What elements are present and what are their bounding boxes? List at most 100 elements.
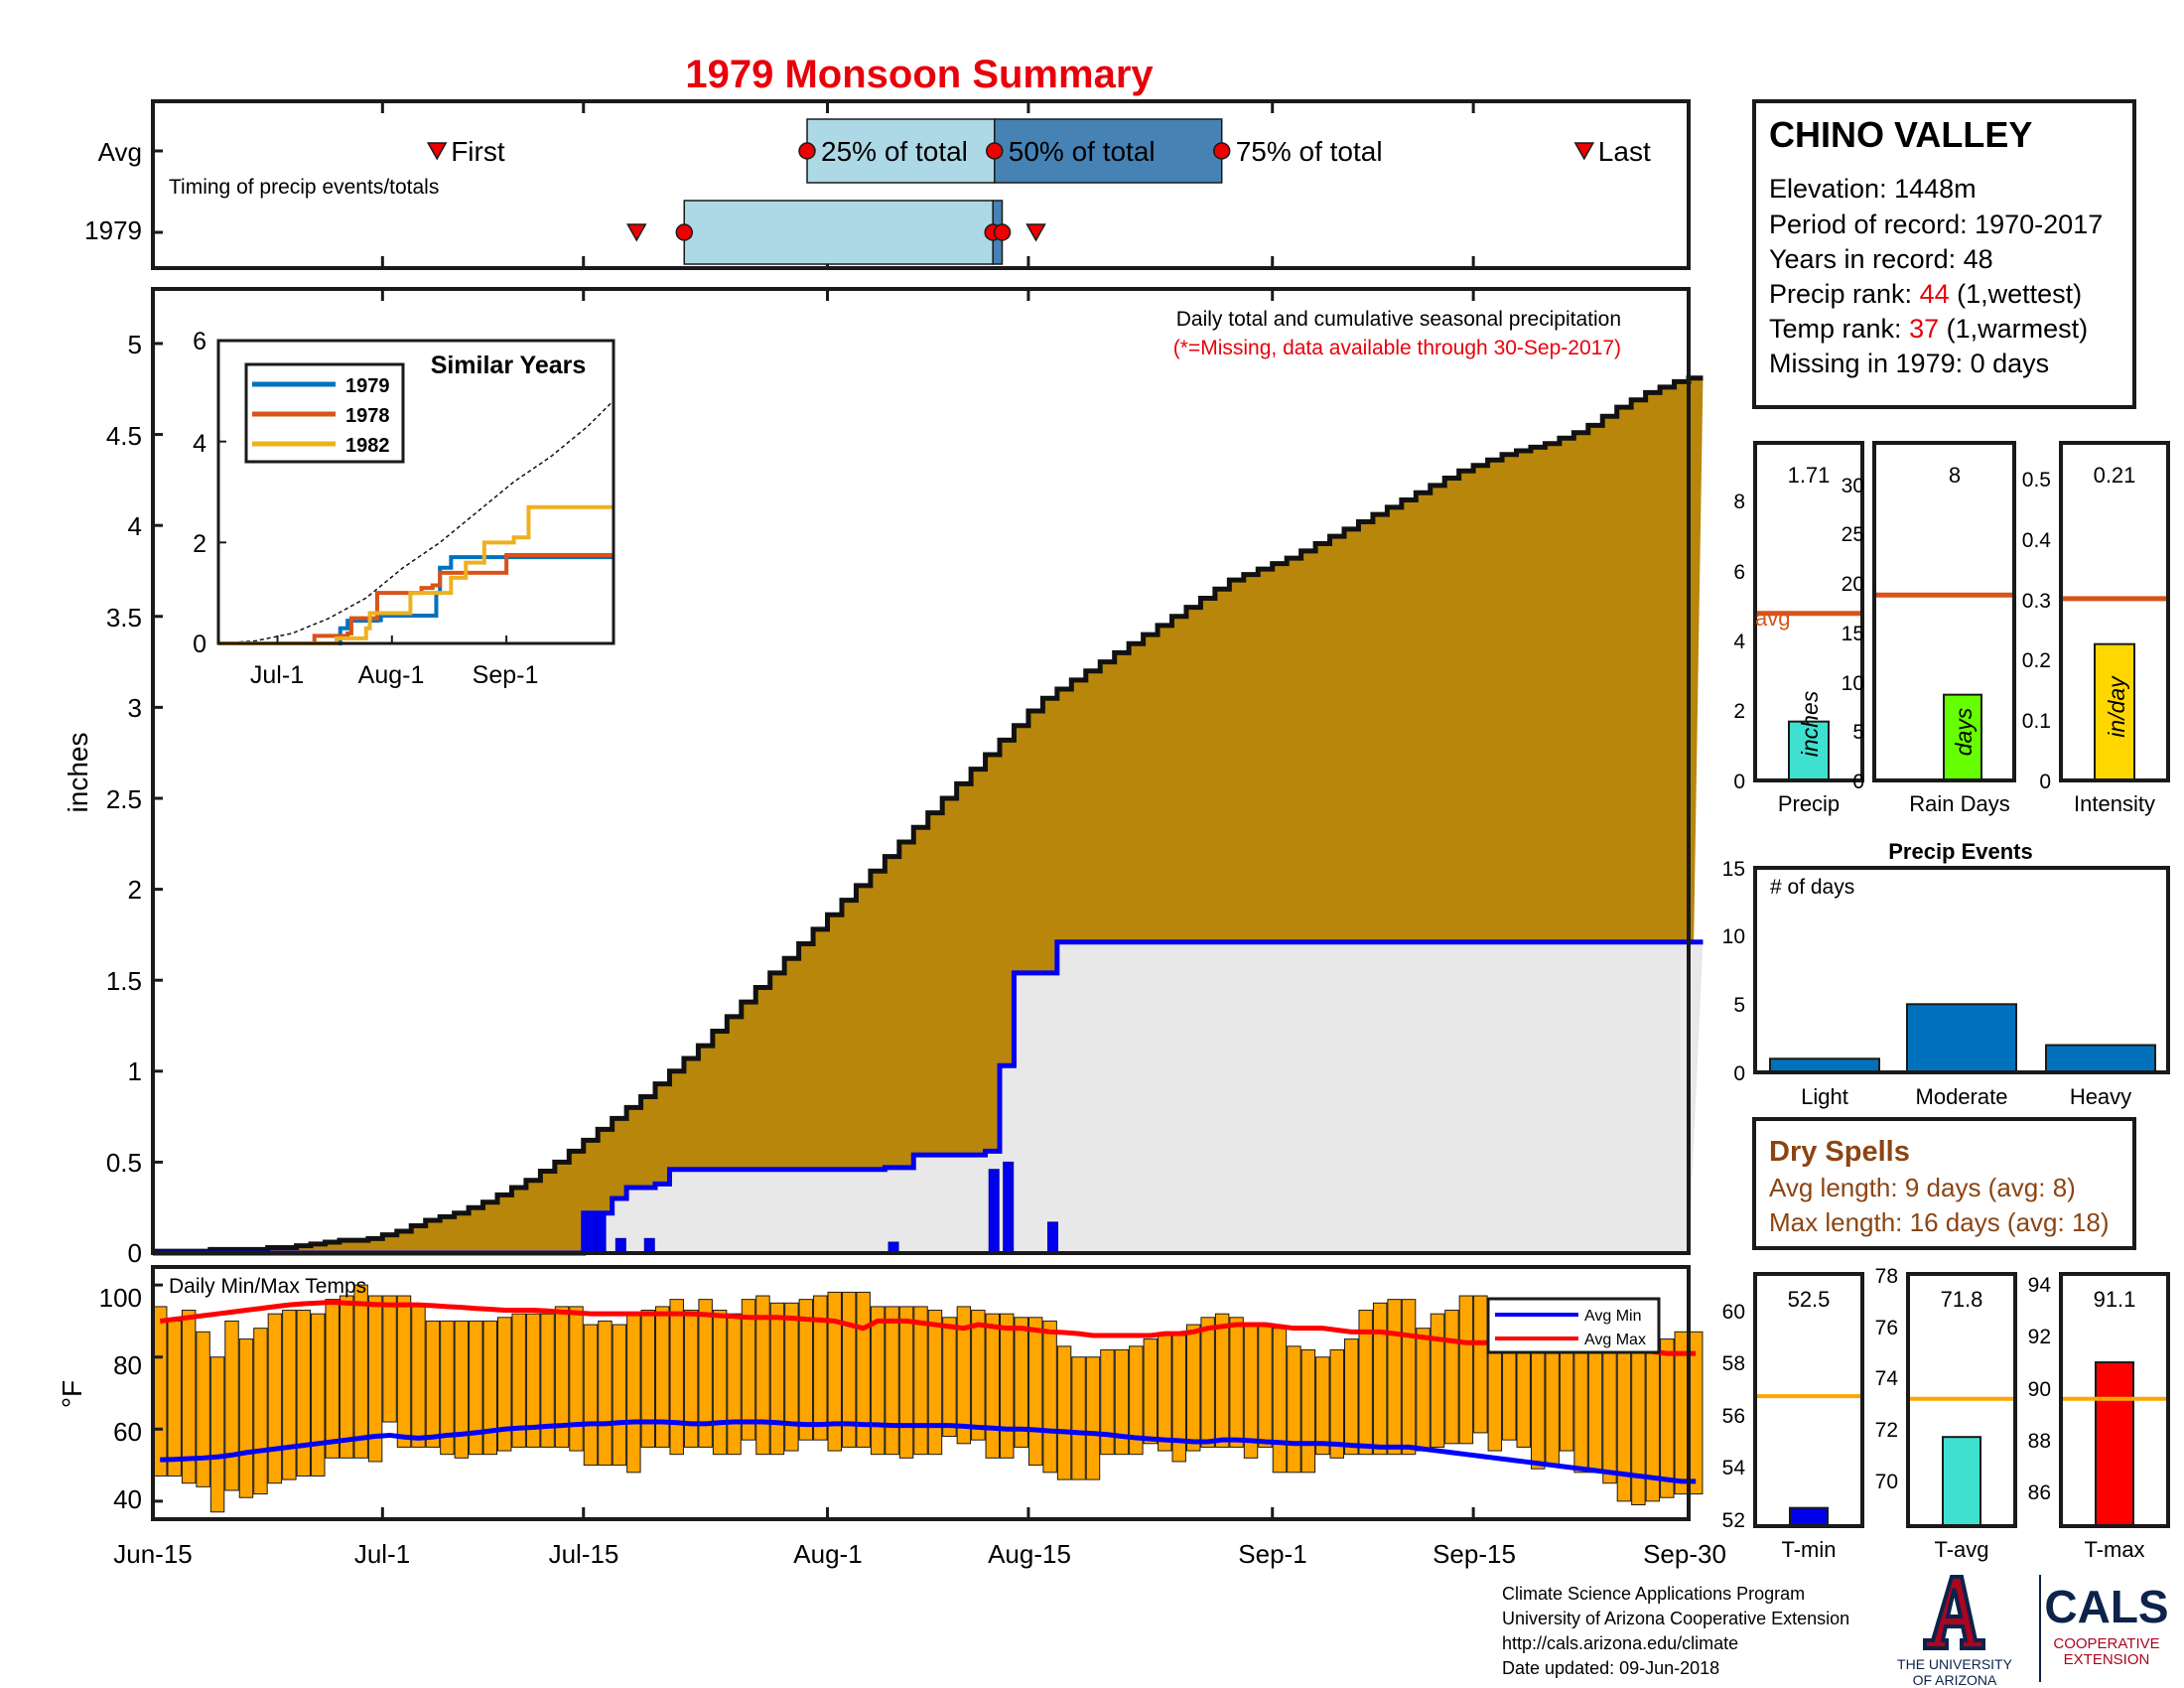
inset-x-tick: Sep-1 (473, 661, 539, 689)
timing-label-p75: 75% of total (1236, 136, 1383, 167)
precip-bar-frame (1753, 441, 1864, 782)
x-tick-label: Jun-15 (113, 1539, 193, 1569)
daily-temp-bar (1185, 1324, 1201, 1452)
daily-temp-bar (1674, 1331, 1690, 1495)
avg-min-temp-line (160, 1419, 1697, 1484)
daily-temp-bar (1085, 1356, 1101, 1480)
tavg-y-ticks: 70 72 74 76 78 (1875, 1265, 1899, 1493)
daily-temp-bar (1229, 1317, 1244, 1448)
events-y-tick: 0 (1733, 1062, 1745, 1085)
timing-label-p50: 50% of total (1009, 136, 1156, 167)
intensity-bar-frame (2059, 441, 2170, 782)
inset-x-tick: Jul-1 (250, 661, 304, 689)
daily-temp-bar (224, 1320, 239, 1491)
tmin-bar-value: 52.5 (1788, 1287, 1831, 1312)
daily-temp-bar (598, 1320, 613, 1467)
timing-avg-marker-p75 (1212, 142, 1231, 160)
precip-y-tick: 2 (128, 875, 142, 905)
temp-legend: Avg Min Avg Max (1486, 1297, 1661, 1354)
year-cumulative-area (153, 941, 1704, 1253)
tavg-y-tick: 70 (1875, 1471, 1898, 1493)
timing-1979-box-25-50 (683, 200, 994, 265)
daily-temp-bar (1401, 1299, 1417, 1456)
x-tick-label: Aug-1 (793, 1539, 862, 1569)
tmax-y-tick: 92 (2028, 1326, 2051, 1348)
station-info-frame (1752, 99, 2136, 409)
university-of-arizona-logo: THE UNIVERSITY OF ARIZONA (1897, 1575, 2041, 1688)
station-info-box: CHINO VALLEY Elevation: 1448m Period of … (1752, 99, 2136, 409)
timing-row-label-year: 1979 (84, 215, 142, 245)
daily-temp-bar (913, 1306, 928, 1456)
temp-legend-label: Avg Max (1584, 1332, 1646, 1348)
tmin-bar-label: T-min (1782, 1537, 1837, 1562)
raindays-bar-y-tick: 10 (1842, 672, 1864, 695)
tavg-y-tick: 72 (1875, 1419, 1898, 1442)
tmin-summary-bar (1789, 1506, 1829, 1527)
inset-y-tick: 0 (193, 631, 206, 658)
daily-temp-bar (971, 1310, 986, 1441)
inset-y-tick: 6 (193, 328, 206, 355)
daily-temp-bar (698, 1299, 713, 1448)
inset-series-line-1979 (218, 555, 614, 645)
inset-x-tick: Aug-1 (358, 661, 425, 689)
precip-event-bar (2045, 1044, 2156, 1073)
cals-logo-text: CALS (2044, 1581, 2168, 1632)
daily-temp-bar (1587, 1335, 1603, 1474)
daily-temp-bar (1129, 1345, 1144, 1456)
season-bars: 1.71 8 0.21 avg inches days in/day Preci… (1733, 441, 2170, 816)
precip-avg-label: avg (1755, 606, 1790, 631)
daily-temp-bar (1473, 1295, 1488, 1434)
daily-temp-bar (927, 1310, 943, 1456)
daily-temp-bar (583, 1324, 599, 1467)
station-period: Period of record: 1970-2017 (1769, 210, 2103, 239)
daily-temp-bar (253, 1328, 268, 1495)
daily-temp-bar (325, 1299, 340, 1459)
precip-bar-y-tick: 2 (1733, 700, 1745, 723)
station-name: CHINO VALLEY (1769, 114, 2032, 155)
precip-bar-unit: inches (1797, 690, 1823, 757)
daily-temp-bar (1042, 1320, 1057, 1474)
precip-bar-y-tick: 0 (1733, 771, 1745, 793)
inset-y-tick: 2 (193, 530, 206, 558)
precip-bar-y-ticks: 0 2 4 6 8 (1733, 491, 1745, 793)
precip-bar-y-tick: 8 (1733, 491, 1745, 513)
daily-temp-bar (209, 1356, 225, 1513)
dry-spells-box: Dry Spells Avg length: 9 days (avg: 8) M… (1752, 1117, 2136, 1250)
daily-temp-bar (482, 1320, 497, 1456)
daily-temp-bar (1071, 1356, 1086, 1480)
daily-temp-bar (1287, 1345, 1301, 1474)
tavg-summary-bar (1942, 1436, 1981, 1528)
daily-temp-bar (683, 1310, 699, 1448)
inset-avg-line (217, 399, 614, 644)
daily-temp-bar (784, 1302, 799, 1452)
raindays-bar-y-tick: 25 (1842, 523, 1864, 546)
inset-legend-label: 1982 (345, 435, 390, 457)
precip-y-tick: 2.5 (106, 784, 142, 814)
daily-temp-bar (1444, 1310, 1459, 1445)
daily-temp-bar (870, 1306, 886, 1456)
inset-y-tick: 4 (193, 430, 206, 458)
timing-label-first: First (451, 136, 505, 167)
precip-y-tick: 4 (128, 511, 142, 541)
daily-temp-bar (1358, 1310, 1373, 1456)
daily-temp-bar (856, 1291, 871, 1448)
temp-panel: Daily Min/Max Temps °F 40 60 80 100 Avg … (57, 1265, 1704, 1521)
raindays-bar-y-tick: 30 (1842, 475, 1864, 497)
station-elevation: Elevation: 1448m (1769, 174, 1977, 204)
daily-precip-bar (1003, 1161, 1015, 1254)
precip-event-bar (1906, 1003, 2017, 1073)
ua-logo-text: OF ARIZONA (1913, 1672, 1997, 1688)
raindays-bar-y-tick: 20 (1842, 573, 1864, 596)
footer-line: University of Arizona Cooperative Extens… (1502, 1609, 1849, 1628)
x-tick-label: Sep-1 (1238, 1539, 1306, 1569)
cals-logo-text: EXTENSION (2064, 1651, 2150, 1668)
events-y-tick: 15 (1722, 858, 1745, 881)
ua-logo-text: THE UNIVERSITY (1897, 1656, 2013, 1672)
station-precip-rank: Precip rank: 44 (1,wettest) (1769, 279, 2082, 309)
tmax-y-tick: 88 (2028, 1430, 2051, 1453)
tmax-bar-label: T-max (2084, 1537, 2144, 1562)
temp-y-tick: 60 (113, 1417, 142, 1447)
timing-avg-box-25-50 (806, 118, 996, 184)
daily-temp-bar (1300, 1348, 1316, 1474)
raindays-bar-y-ticks: 0 5 10 15 20 25 30 (1842, 475, 1864, 793)
